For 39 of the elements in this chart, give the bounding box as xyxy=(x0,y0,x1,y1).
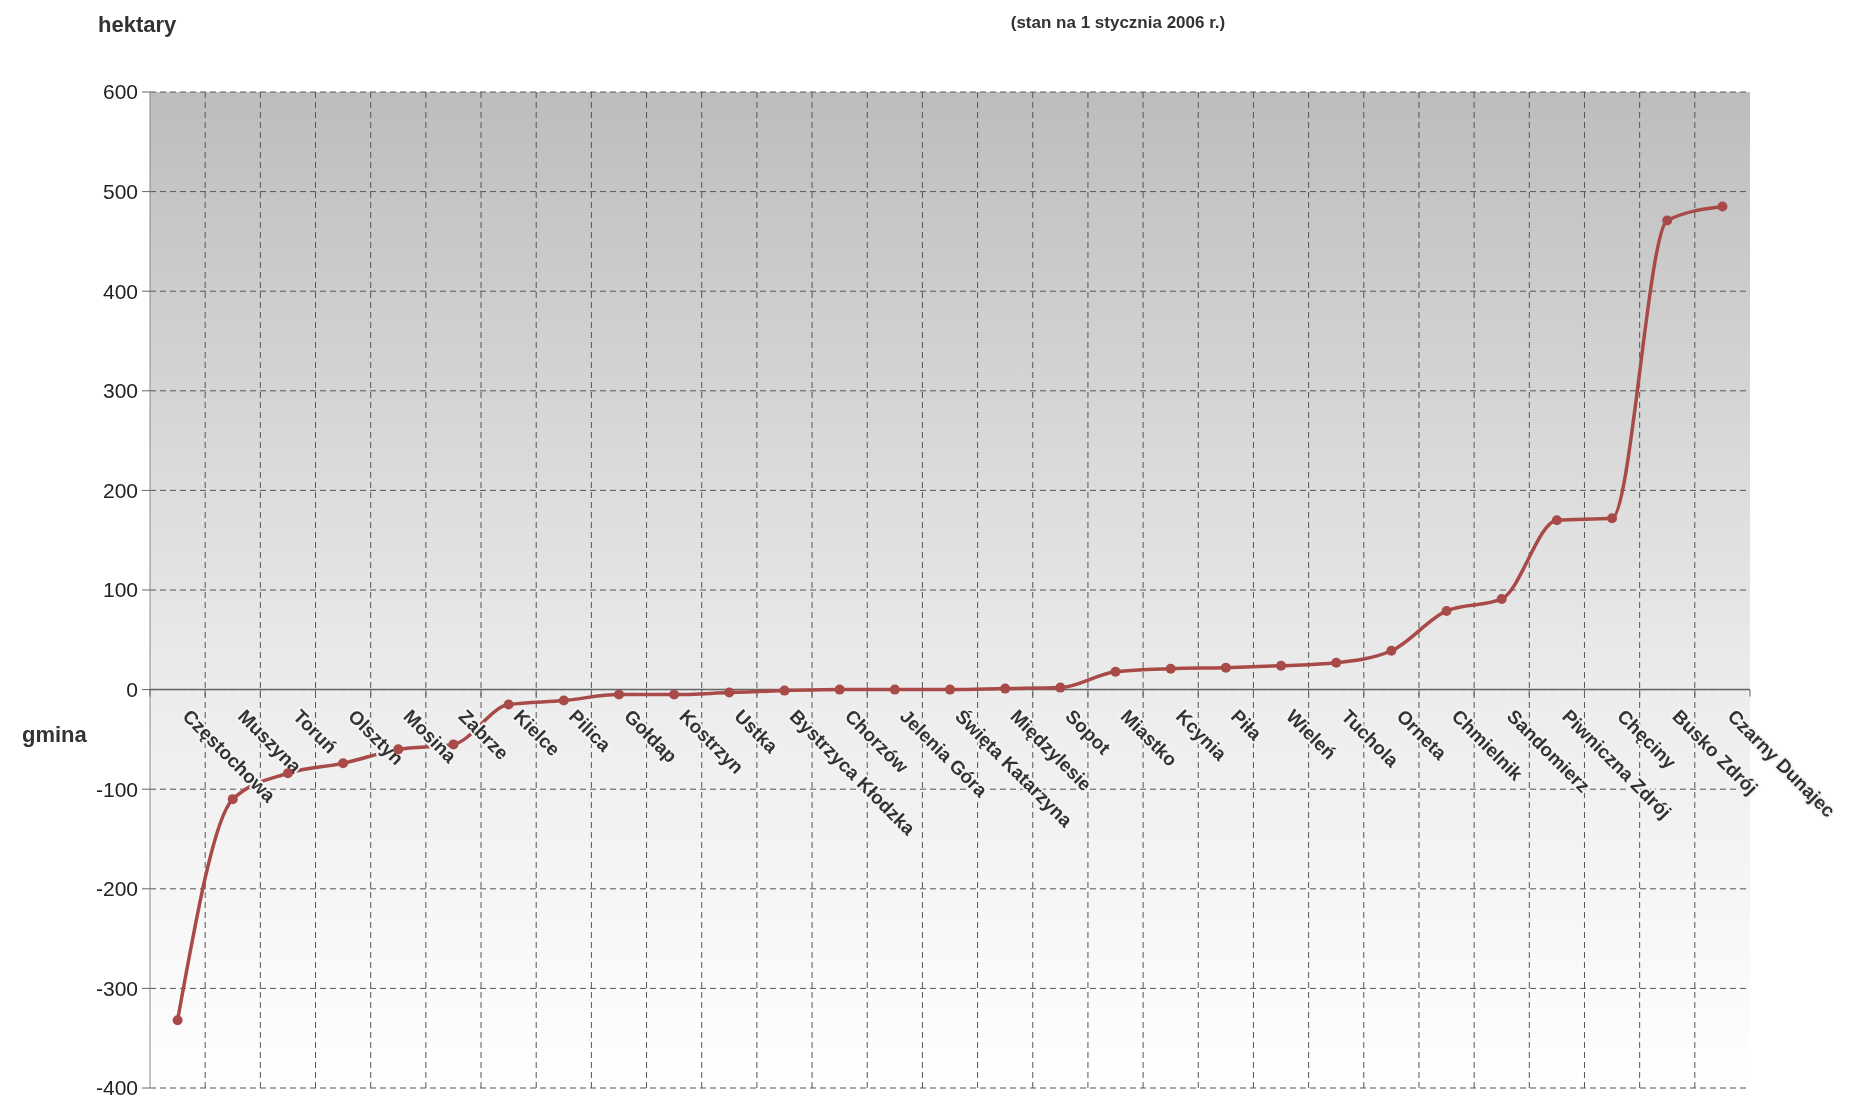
point xyxy=(613,689,624,700)
y-tick-label: 400 xyxy=(102,279,138,303)
point xyxy=(1165,663,1176,674)
point xyxy=(1717,201,1728,212)
point xyxy=(1496,593,1507,604)
point xyxy=(1276,660,1287,671)
y-tick-label: 100 xyxy=(102,578,138,602)
point xyxy=(724,687,735,698)
y-tick-label: -200 xyxy=(95,877,138,901)
y-tick-label: 0 xyxy=(126,677,138,701)
point xyxy=(1441,605,1452,616)
y-axis-title: hektary xyxy=(98,12,178,37)
point xyxy=(558,695,569,706)
y-tick-label: 300 xyxy=(102,379,138,403)
point xyxy=(834,684,845,695)
point xyxy=(172,1015,183,1026)
y-tick-label: -300 xyxy=(95,976,138,1000)
point xyxy=(889,684,900,695)
point xyxy=(669,689,680,700)
x-axis-title: gmina xyxy=(22,721,88,747)
y-tick-label: 500 xyxy=(102,179,138,203)
point xyxy=(779,685,790,696)
y-tick-label: -400 xyxy=(95,1076,138,1100)
point xyxy=(1055,682,1066,693)
point xyxy=(1662,215,1673,226)
point xyxy=(1551,515,1562,526)
point xyxy=(503,699,514,710)
y-tick-label: 200 xyxy=(102,478,138,502)
point xyxy=(1386,645,1397,656)
point xyxy=(1607,513,1618,524)
point xyxy=(1000,683,1011,694)
point xyxy=(338,758,349,769)
point xyxy=(1220,662,1231,673)
point xyxy=(1331,657,1342,668)
point xyxy=(1110,666,1121,677)
chart-title: (stan na 1 stycznia 2006 r.) xyxy=(1010,13,1226,32)
point xyxy=(945,684,955,695)
y-tick-label: 600 xyxy=(102,80,138,104)
y-tick-label: -100 xyxy=(95,777,138,801)
